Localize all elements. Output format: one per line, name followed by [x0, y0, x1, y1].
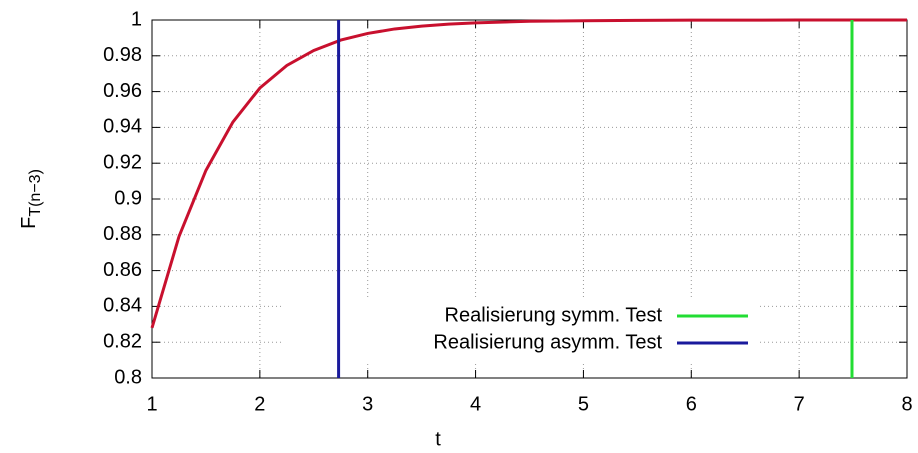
legend-box [282, 297, 760, 363]
y-tick-label: 0.82 [103, 330, 142, 352]
y-tick-label: 0.8 [114, 366, 142, 388]
y-tick-label: 0.94 [103, 116, 142, 138]
x-tick-label: 8 [901, 393, 912, 415]
y-axis-label-main: F [18, 217, 40, 229]
y-tick-label: 0.86 [103, 259, 142, 281]
y-tick-label: 0.96 [103, 80, 142, 102]
legend-label: Realisierung symm. Test [445, 304, 663, 326]
x-tick-label: 5 [578, 393, 589, 415]
x-tick-label: 6 [686, 393, 697, 415]
y-tick-label: 0.98 [103, 44, 142, 66]
x-tick-label: 3 [362, 393, 373, 415]
y-tick-label: 1 [131, 8, 142, 30]
y-axis-label: FT(n−3) [18, 169, 44, 229]
data-line [150, 18, 908, 329]
legend-label: Realisierung asymm. Test [433, 331, 662, 353]
x-tick-label: 1 [146, 393, 157, 415]
x-tick-label: 2 [254, 393, 265, 415]
x-tick-label: 7 [794, 393, 805, 415]
y-tick-label: 0.9 [114, 187, 142, 209]
x-tick-label: 4 [470, 393, 481, 415]
y-axis-label-sub: T(n−3) [27, 169, 44, 217]
y-tick-label: 0.92 [103, 151, 142, 173]
x-axis-label: t [435, 428, 441, 450]
y-tick-label: 0.84 [103, 295, 142, 317]
y-tick-label: 0.88 [103, 223, 142, 245]
